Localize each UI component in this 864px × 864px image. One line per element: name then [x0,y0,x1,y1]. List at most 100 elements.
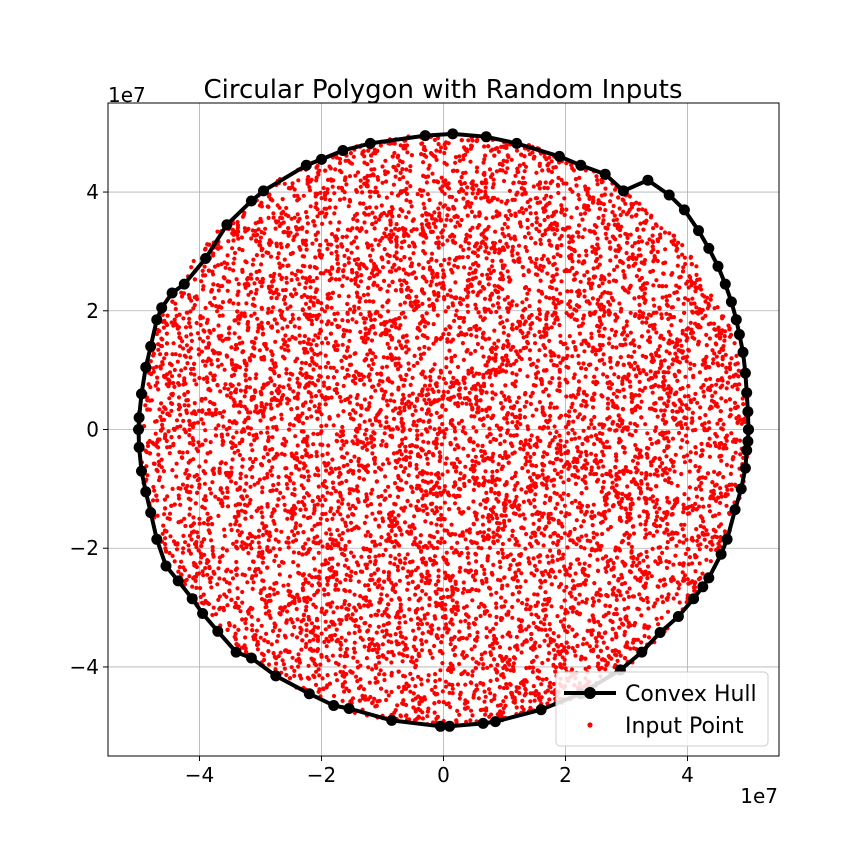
input-point [175,359,180,364]
input-point [297,333,302,338]
input-point [493,229,498,234]
input-point [397,625,402,630]
input-point [620,376,626,381]
input-point [304,210,309,215]
input-point [158,366,163,371]
input-point [638,221,643,226]
input-point [156,478,162,483]
input-point [285,306,290,311]
input-point [497,645,503,650]
input-point [176,493,181,498]
input-point [589,451,594,456]
input-point [637,370,643,376]
input-point [519,650,524,655]
input-point [451,375,456,380]
input-point [515,251,520,256]
input-point [404,167,409,172]
input-point [529,544,534,549]
input-point [382,247,387,252]
input-point [614,593,619,599]
input-point [355,438,360,443]
input-point [470,463,475,468]
input-point [608,199,613,204]
input-point [513,542,518,547]
input-point [518,348,523,353]
input-point [552,468,558,473]
input-point [567,334,572,339]
input-point [533,261,538,266]
input-point [637,344,642,349]
input-point [271,651,276,656]
input-point [572,649,577,654]
input-point [413,684,418,689]
input-point [676,254,681,259]
input-point [609,327,614,332]
input-point [537,307,542,312]
input-point [174,474,179,479]
input-point [613,254,619,259]
input-point [271,211,276,216]
input-point [531,556,536,561]
input-point [653,428,658,433]
input-point [355,679,360,684]
input-point [645,431,650,436]
input-point [386,650,391,655]
input-point [312,404,317,409]
input-point [693,501,698,506]
input-point [286,383,291,388]
input-point [328,532,334,537]
input-point [573,481,579,486]
input-point [199,279,204,284]
input-point [256,540,261,545]
input-point [312,535,317,541]
input-point [665,609,671,614]
input-point [208,358,213,363]
input-point [532,563,538,569]
input-point [293,538,299,543]
input-point [252,438,257,443]
input-point [666,439,671,444]
input-point [659,408,664,413]
input-point [369,243,374,248]
input-point [323,619,328,624]
input-point [531,521,536,526]
input-point [171,341,176,346]
input-point [611,574,617,579]
input-point [650,268,656,273]
input-point [377,269,382,274]
input-point [442,223,448,228]
input-point [335,528,340,533]
input-point [215,357,220,363]
input-point [326,658,331,663]
input-point [345,451,350,456]
input-point [555,227,560,233]
input-point [650,233,655,238]
input-point [461,425,466,430]
input-point [274,639,280,644]
input-point [324,238,329,243]
input-point [365,352,370,357]
input-point [559,458,564,463]
input-point [658,362,664,367]
input-point [591,195,596,200]
input-point [546,475,551,480]
input-point [404,287,410,292]
input-point [375,585,380,590]
input-point [392,544,397,549]
input-point [434,445,439,450]
input-point [610,480,615,485]
input-point [495,516,500,521]
input-point [506,233,511,238]
input-point [400,634,405,640]
input-point [683,296,688,301]
input-point [593,352,598,357]
input-point [157,463,162,468]
input-point [400,659,405,664]
input-point [615,658,620,664]
input-point [533,603,538,609]
input-point [177,373,182,378]
input-point [414,423,419,428]
input-point [448,218,453,223]
input-point [488,586,493,591]
input-point [170,486,175,491]
